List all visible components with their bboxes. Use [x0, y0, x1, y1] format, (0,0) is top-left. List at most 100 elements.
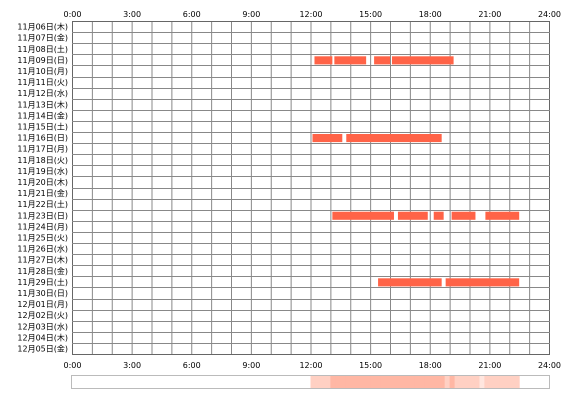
summary-cell	[320, 376, 326, 388]
row-label: 11月12日(水)	[17, 88, 68, 98]
row-label: 11月22日(土)	[17, 199, 68, 209]
activity-bar	[334, 56, 367, 65]
x-tick-label-bottom: 6:00	[183, 361, 201, 370]
summary-cell	[409, 376, 416, 388]
x-tick-label-top: 18:00	[419, 10, 442, 19]
row-label: 11月09日(日)	[17, 56, 68, 65]
summary-cell	[310, 376, 316, 388]
activity-bar	[485, 211, 520, 220]
row-label: 11月26日(水)	[17, 244, 68, 254]
summary-cell	[509, 376, 515, 388]
summary-cell	[345, 376, 351, 388]
summary-cell	[514, 376, 520, 388]
x-tick-label-top: 9:00	[242, 10, 260, 19]
row-label: 11月07日(金)	[17, 33, 68, 43]
summary-cell	[390, 376, 396, 388]
row-label: 12月02日(火)	[17, 311, 68, 320]
x-tick-label-top: 21:00	[478, 10, 501, 19]
summary-cell	[469, 376, 475, 388]
summary-cell	[504, 376, 510, 388]
activity-bar	[332, 211, 394, 220]
row-label: 11月16日(日)	[17, 134, 68, 143]
summary-cell	[429, 376, 436, 388]
row-labels: 11月06日(木)11月07日(金)11月08日(土) 11月09日(日) 11月1…	[17, 22, 68, 354]
x-tick-label-top: 12:00	[299, 10, 322, 19]
row-label: 11月06日(木)	[17, 22, 68, 32]
row-label: 11月19日(水)	[17, 166, 68, 176]
summary-cell	[330, 376, 336, 388]
summary-cell	[340, 376, 346, 388]
x-tick-label-bottom: 21:00	[478, 361, 501, 370]
activity-bar	[397, 211, 428, 220]
x-tick-label-top: 24:00	[538, 10, 561, 19]
summary-cell	[484, 376, 490, 388]
activity-bar	[346, 134, 442, 143]
x-tick-label-top: 6:00	[183, 10, 201, 19]
summary-cell	[464, 376, 470, 388]
activity-bars	[312, 56, 520, 287]
row-label: 11月13日(木)	[17, 99, 68, 109]
summary-cell	[434, 376, 441, 388]
summary-cell	[459, 376, 466, 388]
x-tick-label-bottom: 18:00	[419, 361, 442, 370]
summary-cell	[370, 376, 376, 388]
activity-bar	[378, 278, 442, 287]
chart-grid	[72, 21, 550, 355]
row-label: 11月14日(金)	[17, 110, 68, 120]
summary-cell	[404, 376, 411, 388]
activity-bar	[312, 134, 343, 143]
x-tick-label-bottom: 3:00	[123, 361, 141, 370]
row-label: 11月21日(金)	[17, 188, 68, 198]
x-tick-label-bottom: 12:00	[299, 361, 322, 370]
summary-cell	[489, 376, 495, 388]
summary-cell	[325, 376, 331, 388]
summary-cell	[335, 376, 341, 388]
summary-cell	[499, 376, 505, 388]
row-label: 11月18日(火)	[17, 156, 68, 165]
row-label: 12月04日(木)	[17, 332, 68, 342]
row-label: 11月27日(木)	[17, 255, 68, 265]
row-label: 11月30日(日)	[17, 289, 68, 298]
row-label: 11月15日(土)	[17, 121, 68, 131]
x-axis-bottom: 0:00 3:00 6:00 9:00 12:00 15:00 18:00 21:00 24:0…	[64, 361, 562, 370]
summary-cell	[360, 376, 366, 388]
summary-cell	[419, 376, 426, 388]
summary-cell	[355, 376, 361, 388]
x-tick-label-top: 0:00	[64, 10, 82, 19]
row-label: 12月01日(月)	[17, 300, 68, 309]
activity-bar	[374, 56, 390, 65]
row-label: 11月29日(土)	[17, 277, 68, 287]
summary-cell	[479, 376, 485, 388]
row-label: 11月24日(月)	[17, 222, 68, 231]
summary-cell	[365, 376, 371, 388]
row-label: 11月23日(日)	[17, 211, 68, 220]
row-label: 11月08日(土)	[17, 44, 68, 54]
summary-cell	[399, 376, 406, 388]
summary-cell	[449, 376, 456, 388]
x-tick-label-bottom: 0:00	[64, 361, 82, 370]
activity-bar	[451, 211, 476, 220]
summary-strip	[71, 375, 550, 389]
row-label: 11月25日(火)	[17, 233, 68, 242]
row-label: 12月05日(金)	[17, 343, 68, 353]
activity-bar	[314, 56, 333, 65]
summary-cell	[454, 376, 461, 388]
row-label: 12月03日(水)	[17, 321, 68, 331]
summary-cell	[444, 376, 451, 388]
summary-cell	[414, 376, 421, 388]
row-label: 11月28日(金)	[17, 266, 68, 276]
summary-cell	[375, 376, 381, 388]
row-label: 11月10日(月)	[17, 67, 68, 76]
x-tick-label-bottom: 24:00	[538, 361, 561, 370]
x-tick-label-top: 3:00	[123, 10, 141, 19]
x-tick-label-bottom: 15:00	[359, 361, 382, 370]
activity-bar	[391, 56, 454, 65]
x-axis-top: 0:00 3:00 6:00 9:00 12:00 15:00 18:00 21:00 24:0…	[64, 10, 562, 19]
summary-cell	[385, 376, 391, 388]
summary-cell	[394, 376, 401, 388]
activity-bar	[445, 278, 520, 287]
summary-cell	[474, 376, 480, 388]
activity-bar	[433, 211, 444, 220]
summary-cell	[439, 376, 446, 388]
